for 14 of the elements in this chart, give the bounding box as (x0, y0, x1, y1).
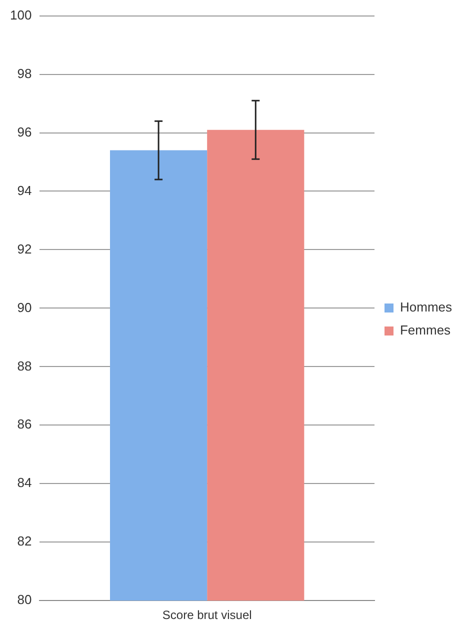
y-tick-label: 88 (17, 358, 32, 374)
y-tick-label: 80 (17, 592, 32, 608)
y-tick-label: 84 (17, 475, 32, 490)
legend-label: Hommes (400, 300, 452, 315)
y-tick-label: 92 (17, 241, 32, 256)
y-tick-label: 94 (17, 182, 32, 198)
y-tick-label: 96 (17, 124, 32, 140)
legend-label: Femmes (400, 322, 452, 338)
y-tick-label: 82 (17, 534, 32, 549)
x-tick-label: Score brut visuel (162, 608, 252, 622)
y-tick-label: 98 (17, 66, 32, 81)
y-tick-label: 100 (10, 7, 32, 22)
y-tick-label: 86 (17, 416, 32, 432)
y-tick-label: 90 (17, 300, 32, 315)
